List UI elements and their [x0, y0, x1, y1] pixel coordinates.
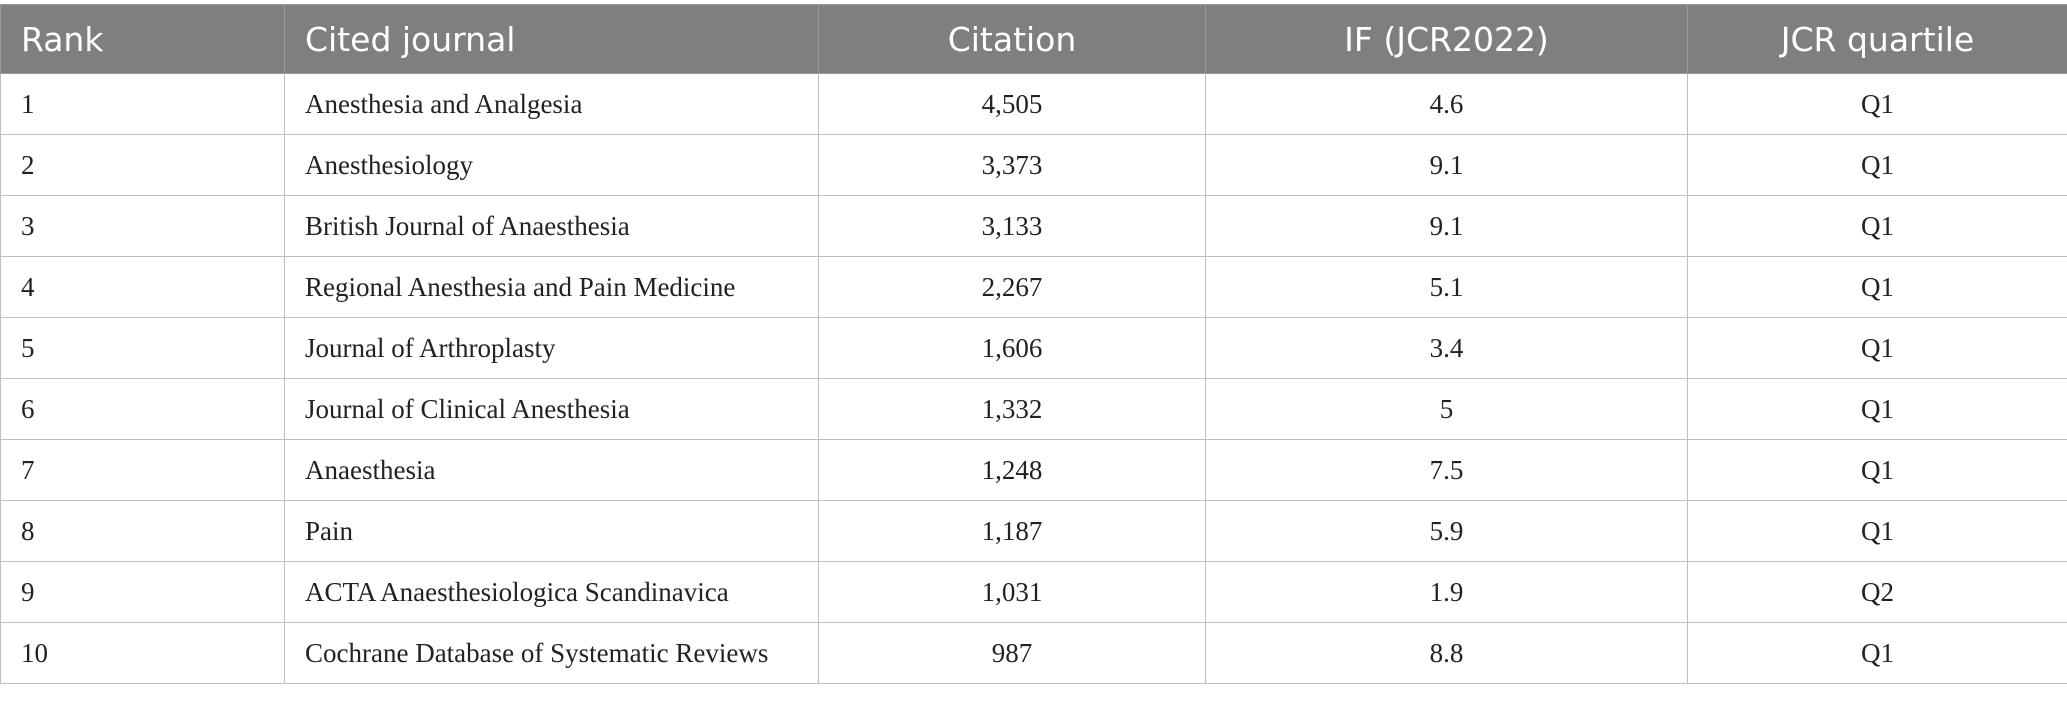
cell-impact-factor: 9.1 — [1205, 195, 1688, 257]
cell-citation: 4,505 — [818, 73, 1206, 135]
cell-citation: 1,248 — [818, 439, 1206, 501]
cell-journal: Anesthesia and Analgesia — [284, 73, 819, 135]
cell-impact-factor: 9.1 — [1205, 134, 1688, 196]
cell-rank: 1 — [0, 73, 285, 135]
cell-impact-factor: 1.9 — [1205, 561, 1688, 623]
cell-quartile: Q1 — [1687, 622, 2067, 684]
cell-rank: 10 — [0, 622, 285, 684]
cell-rank: 9 — [0, 561, 285, 623]
cell-journal: British Journal of Anaesthesia — [284, 195, 819, 257]
table-row: 8 Pain 1,187 5.9 Q1 — [0, 500, 2067, 562]
cell-quartile: Q1 — [1687, 500, 2067, 562]
cited-journals-table: Rank Cited journal Citation IF (JCR2022)… — [0, 4, 2067, 684]
cell-quartile: Q1 — [1687, 73, 2067, 135]
cell-rank: 7 — [0, 439, 285, 501]
cell-impact-factor: 5.1 — [1205, 256, 1688, 318]
cell-rank: 2 — [0, 134, 285, 196]
cell-impact-factor: 5 — [1205, 378, 1688, 440]
table-row: 10 Cochrane Database of Systematic Revie… — [0, 622, 2067, 684]
cell-quartile: Q1 — [1687, 378, 2067, 440]
cell-journal: Journal of Arthroplasty — [284, 317, 819, 379]
header-row: Rank Cited journal Citation IF (JCR2022)… — [0, 4, 2067, 74]
cell-citation: 1,332 — [818, 378, 1206, 440]
cell-citation: 3,133 — [818, 195, 1206, 257]
cell-journal: ACTA Anaesthesiologica Scandinavica — [284, 561, 819, 623]
table-row: 9 ACTA Anaesthesiologica Scandinavica 1,… — [0, 561, 2067, 623]
cell-citation: 1,031 — [818, 561, 1206, 623]
table-row: 4 Regional Anesthesia and Pain Medicine … — [0, 256, 2067, 318]
cell-quartile: Q1 — [1687, 256, 2067, 318]
cell-journal: Pain — [284, 500, 819, 562]
cell-journal: Anaesthesia — [284, 439, 819, 501]
cell-quartile: Q1 — [1687, 195, 2067, 257]
cell-citation: 987 — [818, 622, 1206, 684]
table-header: Rank Cited journal Citation IF (JCR2022)… — [0, 4, 2067, 74]
table-row: 5 Journal of Arthroplasty 1,606 3.4 Q1 — [0, 317, 2067, 379]
cell-impact-factor: 3.4 — [1205, 317, 1688, 379]
cell-impact-factor: 5.9 — [1205, 500, 1688, 562]
cell-rank: 4 — [0, 256, 285, 318]
cell-impact-factor: 8.8 — [1205, 622, 1688, 684]
cell-quartile: Q1 — [1687, 134, 2067, 196]
cell-rank: 5 — [0, 317, 285, 379]
cell-journal: Regional Anesthesia and Pain Medicine — [284, 256, 819, 318]
cell-rank: 3 — [0, 195, 285, 257]
cell-rank: 6 — [0, 378, 285, 440]
header-impact-factor: IF (JCR2022) — [1205, 4, 1688, 74]
cell-citation: 1,187 — [818, 500, 1206, 562]
table-row: 6 Journal of Clinical Anesthesia 1,332 5… — [0, 378, 2067, 440]
cell-rank: 8 — [0, 500, 285, 562]
table-row: 3 British Journal of Anaesthesia 3,133 9… — [0, 195, 2067, 257]
cell-quartile: Q1 — [1687, 439, 2067, 501]
cell-quartile: Q1 — [1687, 317, 2067, 379]
header-rank: Rank — [0, 4, 285, 74]
header-citation: Citation — [818, 4, 1206, 74]
cell-citation: 2,267 — [818, 256, 1206, 318]
cell-impact-factor: 7.5 — [1205, 439, 1688, 501]
cell-impact-factor: 4.6 — [1205, 73, 1688, 135]
table-row: 1 Anesthesia and Analgesia 4,505 4.6 Q1 — [0, 73, 2067, 135]
cell-quartile: Q2 — [1687, 561, 2067, 623]
cell-citation: 3,373 — [818, 134, 1206, 196]
cell-journal: Journal of Clinical Anesthesia — [284, 378, 819, 440]
table-row: 2 Anesthesiology 3,373 9.1 Q1 — [0, 134, 2067, 196]
cell-citation: 1,606 — [818, 317, 1206, 379]
header-jcr-quartile: JCR quartile — [1687, 4, 2067, 74]
table-row: 7 Anaesthesia 1,248 7.5 Q1 — [0, 439, 2067, 501]
header-cited-journal: Cited journal — [284, 4, 819, 74]
cell-journal: Cochrane Database of Systematic Reviews — [284, 622, 819, 684]
table-body: 1 Anesthesia and Analgesia 4,505 4.6 Q1 … — [0, 73, 2067, 684]
cell-journal: Anesthesiology — [284, 134, 819, 196]
